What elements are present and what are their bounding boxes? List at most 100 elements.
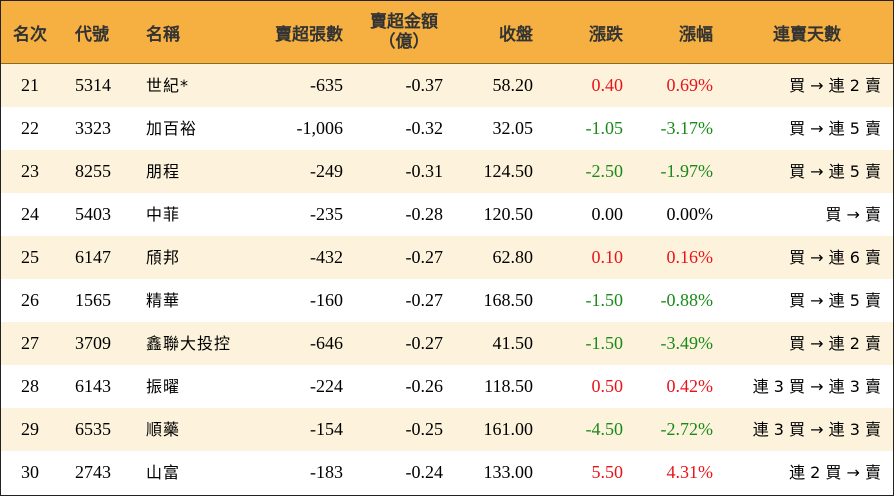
cell-change-pct: -1.97% [660,161,714,181]
cell-close: 32.05 [492,118,534,138]
cell-rank: 29 [21,419,39,439]
cell-net-sell-amount: -0.27 [405,333,444,353]
cell-close: 120.50 [483,204,534,224]
cell-close: 62.80 [492,247,534,267]
cell-net-sell-amount: -0.32 [405,118,444,138]
cell-net-sell-amount: -0.27 [405,290,444,310]
cell-code: 2743 [75,462,111,482]
cell-net-sell-lots: -183 [310,462,343,482]
cell-change-pct: 4.31% [666,462,714,482]
cell-code: 3709 [75,333,111,353]
header-change-pct: 漲幅 [679,24,713,45]
cell-net-sell-lots: -154 [310,419,343,439]
cell-close: 118.50 [484,376,533,396]
cell-net-sell-lots: -235 [310,204,343,224]
cell-name: 朋程 [146,162,181,181]
header-net-sell-lots: 賣超張數 [275,24,343,45]
table-row: 21 5314 世紀* -635 -0.37 58.20 0.40 0.69% 買 → 連 2 … [1,64,893,107]
cell-change: 5.50 [591,462,624,482]
cell-streak: 連 2 買 → 賣 [789,463,881,482]
cell-change-pct: 0.16% [666,247,714,267]
cell-change-pct: -2.72% [660,419,714,439]
cell-net-sell-amount: -0.26 [405,376,444,396]
header-net-sell-amount-line1: 賣超金額 [370,12,438,32]
cell-name: 世紀* [146,76,190,95]
cell-code: 5314 [75,75,111,95]
cell-change: 0.40 [591,75,624,95]
cell-name: 振曜 [146,377,181,396]
cell-streak: 買 → 連 5 賣 [789,291,881,310]
cell-rank: 30 [21,462,39,482]
header-change: 漲跌 [589,24,623,45]
cell-rank: 28 [21,376,39,396]
cell-streak: 買 → 連 5 賣 [789,119,881,138]
table-row: 24 5403 中菲 -235 -0.28 120.50 0.00 0.00% 買 → 賣 [1,193,893,236]
table-row: 26 1565 精華 -160 -0.27 168.50 -1.50 -0.88% 買 → 連 … [1,279,893,322]
cell-change: -1.50 [585,290,624,310]
cell-streak: 買 → 連 2 賣 [789,76,881,95]
cell-close: 41.50 [492,333,534,353]
cell-rank: 21 [21,75,39,95]
cell-change: -4.50 [585,419,624,439]
cell-net-sell-lots: -646 [310,333,343,353]
cell-streak: 買 → 連 5 賣 [789,162,881,181]
cell-close: 58.20 [492,75,534,95]
cell-code: 5403 [75,204,111,224]
cell-name: 精華 [146,291,181,310]
cell-name: 山富 [146,463,181,482]
cell-rank: 22 [21,118,39,138]
header-code: 代號 [75,24,109,45]
cell-change-pct: -3.17% [660,118,714,138]
cell-net-sell-lots: -432 [310,247,343,267]
cell-name: 順藥 [146,420,181,439]
header-rank: 名次 [13,24,47,45]
cell-net-sell-amount: -0.27 [405,247,444,267]
cell-change: -1.50 [585,333,624,353]
table-row: 22 3323 加百裕 -1,006 -0.32 32.05 -1.05 -3.17% 買 → … [1,107,893,150]
cell-name: 中菲 [146,205,181,224]
cell-name: 頎邦 [146,248,181,267]
cell-change-pct: -3.49% [660,333,714,353]
cell-rank: 24 [21,204,39,224]
table-row: 25 6147 頎邦 -432 -0.27 62.80 0.10 0.16% 買 → 連 6 賣 [1,236,893,279]
cell-close: 161.00 [483,419,534,439]
header-name: 名稱 [146,24,180,45]
cell-rank: 23 [21,161,39,181]
cell-code: 6535 [75,419,111,439]
cell-net-sell-amount: -0.24 [405,462,444,482]
cell-net-sell-lots: -1,006 [296,118,344,138]
cell-rank: 27 [21,333,39,353]
cell-close: 133.00 [483,462,534,482]
cell-change: -1.05 [585,118,624,138]
cell-net-sell-lots: -160 [310,290,343,310]
cell-streak: 買 → 連 6 賣 [789,248,881,267]
table-row: 29 6535 順藥 -154 -0.25 161.00 -4.50 -2.72% 連 3 買 … [1,408,893,451]
cell-close: 168.50 [483,290,534,310]
cell-net-sell-amount: -0.37 [405,75,444,95]
table-row: 27 3709 鑫聯大投控 -646 -0.27 41.50 -1.50 -3.49% 買 → … [1,322,893,365]
cell-streak: 連 3 買 → 連 3 賣 [752,377,881,396]
table-row: 23 8255 朋程 -249 -0.31 124.50 -2.50 -1.97% 買 → 連 … [1,150,893,193]
cell-name: 鑫聯大投控 [146,334,232,353]
header-close: 收盤 [499,24,533,45]
header-streak: 連賣天數 [773,24,841,45]
cell-net-sell-amount: -0.31 [405,161,444,181]
cell-streak: 買 → 賣 [825,205,881,224]
cell-code: 1565 [75,290,111,310]
cell-streak: 連 3 買 → 連 3 賣 [752,420,881,439]
cell-code: 3323 [75,118,111,138]
cell-close: 124.50 [483,161,534,181]
cell-change-pct: 0.69% [666,75,714,95]
cell-net-sell-amount: -0.25 [405,419,444,439]
cell-net-sell-lots: -224 [310,376,343,396]
cell-change-pct: 0.42% [666,376,714,396]
cell-change: 0.50 [591,376,624,396]
cell-net-sell-amount: -0.28 [405,204,444,224]
cell-change: -2.50 [585,161,624,181]
cell-streak: 買 → 連 2 賣 [789,334,881,353]
cell-net-sell-lots: -635 [310,75,343,95]
table-header: 名次 代號 名稱 賣超張數 賣超金額 （億） 收盤 漲跌 漲幅 連賣天數 [1,1,893,64]
table-row: 28 6143 振曜 -224 -0.26 118.50 0.50 0.42% 連 3 買 → … [1,365,893,408]
header-net-sell-amount-line2: （億） [378,32,430,52]
